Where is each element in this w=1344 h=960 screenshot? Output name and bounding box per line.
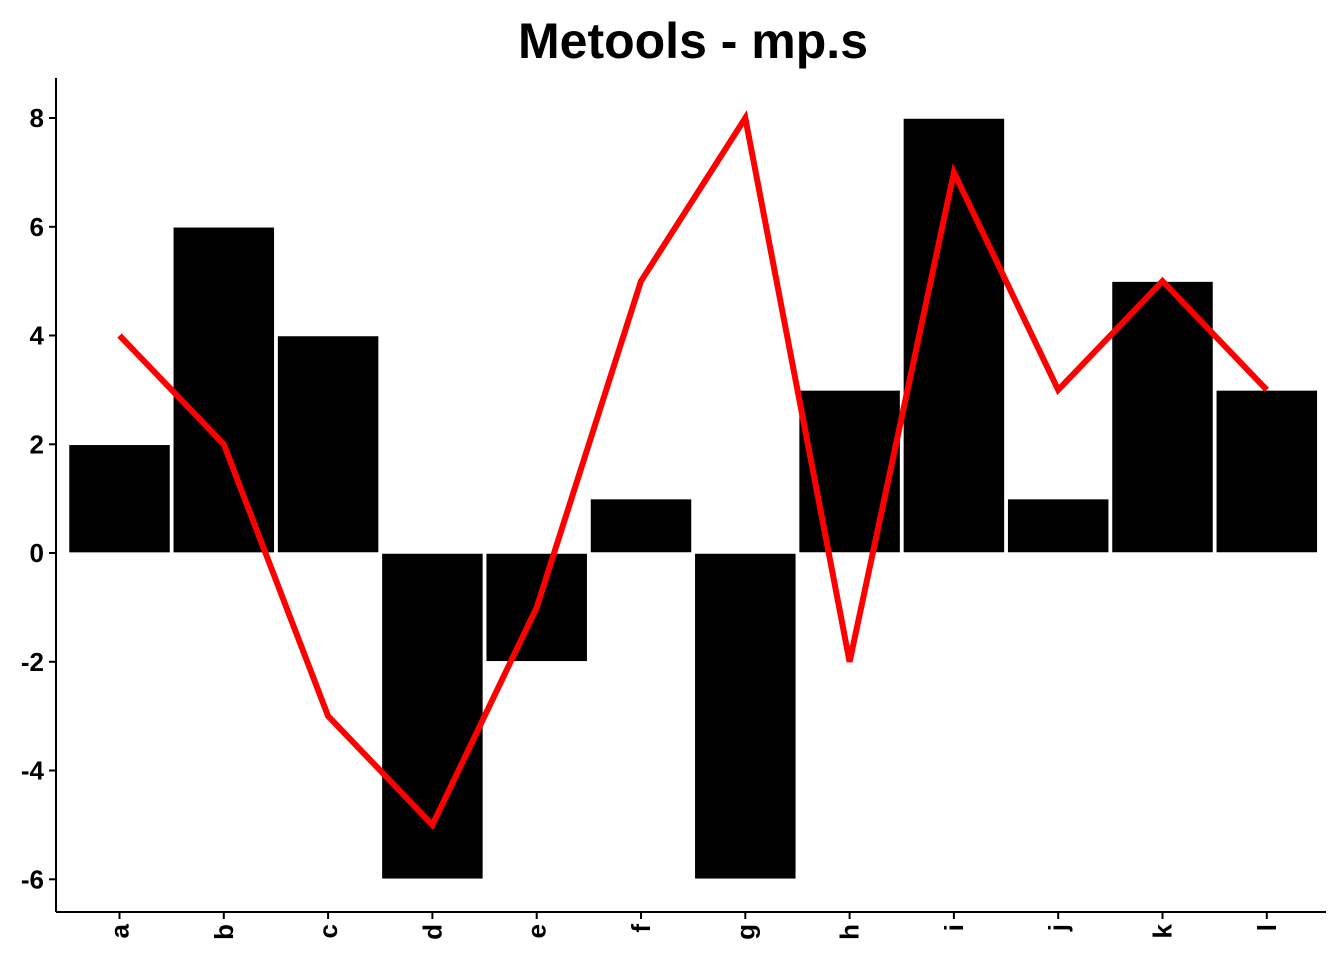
x-tick-label-f: f (626, 924, 656, 933)
x-tick-label-d: d (417, 924, 447, 940)
bar-b (172, 226, 276, 554)
y-tick-label--6: -6 (21, 864, 44, 894)
x-tick-label-h: h (835, 924, 865, 940)
y-tick-label--2: -2 (21, 647, 44, 677)
x-tick-label-g: g (730, 924, 760, 940)
line-layer (117, 110, 1269, 831)
x-tick-label-a: a (105, 923, 135, 938)
bar-g (693, 552, 798, 881)
x-tick-label-c: c (313, 924, 343, 938)
y-tick-label-8: 8 (30, 103, 44, 133)
line-series (117, 110, 1269, 831)
bar-j (1006, 497, 1110, 554)
bar-k (1110, 280, 1215, 554)
x-tick-label-b: b (209, 924, 239, 940)
bar-d (380, 552, 485, 881)
y-tick-label-4: 4 (30, 321, 45, 351)
bars-layer (67, 117, 1319, 881)
axes-layer: -6 -4 -2 0 2 4 6 8 a b c d e f g h i j k l (21, 78, 1326, 940)
x-tick-label-k: k (1148, 923, 1178, 938)
x-tick-label-l: l (1252, 924, 1282, 931)
y-tick-label-0: 0 (30, 538, 44, 568)
y-tick-label-6: 6 (30, 212, 44, 242)
chart-title: Metools - mp.s (517, 13, 869, 69)
x-tick-label-e: e (522, 924, 552, 938)
bar-f (589, 497, 693, 554)
y-tick-label-2: 2 (30, 429, 44, 459)
bar-c (276, 334, 380, 554)
bar-l (1215, 389, 1319, 554)
bar-a (67, 443, 172, 554)
x-tick-label-i: i (939, 924, 969, 931)
y-tick-label--4: -4 (21, 756, 45, 786)
x-tick-label-j: j (1043, 924, 1073, 932)
